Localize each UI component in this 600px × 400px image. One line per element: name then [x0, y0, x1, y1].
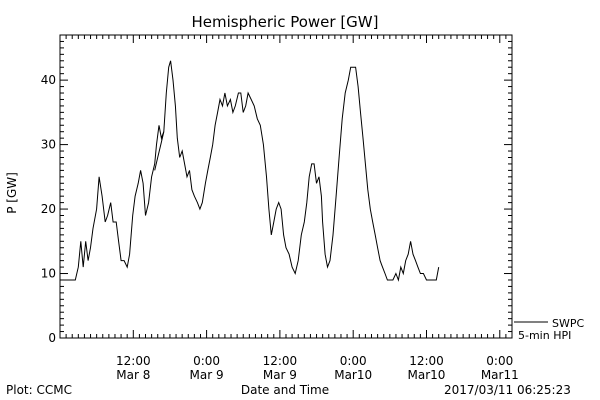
x-tick-label-date: Mar 9 — [190, 368, 224, 382]
x-tick-label-time: 0:00 — [486, 354, 513, 368]
series-line-0 — [60, 60, 440, 282]
x-tick-label-time: 0:00 — [193, 354, 220, 368]
y-tick-label: 20 — [41, 202, 56, 216]
y-tick-label: 10 — [41, 267, 56, 281]
x-tick-label-date: Mar 8 — [116, 368, 150, 382]
x-tick-label-date: Mar10 — [334, 368, 372, 382]
x-tick-label-time: 0:00 — [340, 354, 367, 368]
legend-label-hpi: 5-min HPI — [518, 329, 571, 342]
chart-title: Hemispheric Power [GW] — [192, 13, 379, 31]
plot-frame — [59, 34, 513, 339]
x-tick-label-date: Mar10 — [408, 368, 446, 382]
y-tick-label: 40 — [41, 73, 56, 87]
y-tick-label: 0 — [48, 331, 56, 345]
legend-label-swpc: SWPC — [552, 317, 584, 330]
y-tick-label: 30 — [41, 138, 56, 152]
x-tick-label-date: Mar 9 — [263, 368, 297, 382]
x-tick-label-time: 12:00 — [116, 354, 151, 368]
plot-timestamp: 2017/03/11 06:25:23 — [444, 383, 571, 397]
series-line-1 — [154, 131, 165, 171]
y-axis: 0 10 20 30 40 — [41, 40, 512, 345]
plot-credit: Plot: CCMC — [6, 383, 72, 397]
x-tick-label-time: 12:00 — [263, 354, 298, 368]
series-layer — [60, 60, 440, 282]
y-axis-label: P [GW] — [5, 172, 19, 214]
x-tick-label-time: 12:00 — [409, 354, 444, 368]
x-tick-label-date: Mar11 — [481, 368, 519, 382]
x-axis-label: Date and Time — [241, 383, 329, 397]
